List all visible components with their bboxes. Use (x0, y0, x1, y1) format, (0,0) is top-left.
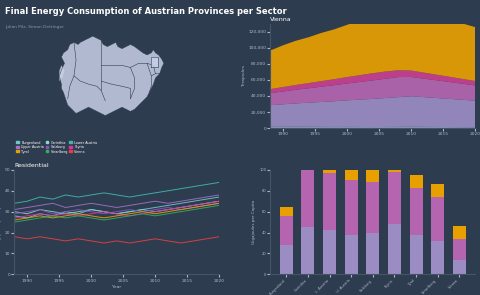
Bar (431, 241, 444, 274)
Bar (323, 173, 336, 230)
Bar (409, 175, 422, 188)
Legend: Burgenland, Upper Austria, Tyrol, Carinthia, Salzburg, Vorarlberg, Lower Austria: Burgenland, Upper Austria, Tyrol, Carint… (16, 140, 98, 154)
Bar (409, 235, 422, 274)
Bar (409, 188, 422, 235)
Bar (388, 172, 401, 224)
Bar (345, 235, 358, 274)
Y-axis label: Gigajoules per Capita: Gigajoules per Capita (0, 200, 2, 244)
Bar (388, 159, 401, 172)
Bar (301, 227, 314, 274)
Bar (280, 207, 293, 216)
Polygon shape (151, 57, 157, 68)
Bar (345, 170, 358, 180)
Bar (280, 216, 293, 245)
Y-axis label: Terajoules: Terajoules (241, 65, 246, 87)
Bar (301, 157, 314, 170)
Bar (323, 230, 336, 274)
X-axis label: Year: Year (112, 285, 121, 289)
Bar (388, 224, 401, 274)
Bar (453, 260, 466, 274)
Bar (366, 182, 379, 232)
Text: Vienna: Vienna (270, 17, 292, 22)
Polygon shape (60, 36, 164, 116)
Bar (345, 180, 358, 235)
Bar (280, 245, 293, 274)
Bar (323, 160, 336, 173)
Bar (366, 232, 379, 274)
Bar (431, 184, 444, 197)
Bar (301, 170, 314, 227)
Bar (366, 167, 379, 182)
Text: Final Energy Consumption of Austrian Provinces per Sector: Final Energy Consumption of Austrian Pro… (5, 7, 287, 17)
Text: Residential: Residential (14, 163, 49, 168)
Y-axis label: Gigajoules per Capita: Gigajoules per Capita (252, 200, 256, 244)
Polygon shape (60, 65, 65, 81)
Text: Julian Pilz, Simon Dettinger: Julian Pilz, Simon Dettinger (5, 25, 64, 29)
Bar (453, 239, 466, 260)
Bar (453, 226, 466, 239)
Bar (431, 197, 444, 241)
